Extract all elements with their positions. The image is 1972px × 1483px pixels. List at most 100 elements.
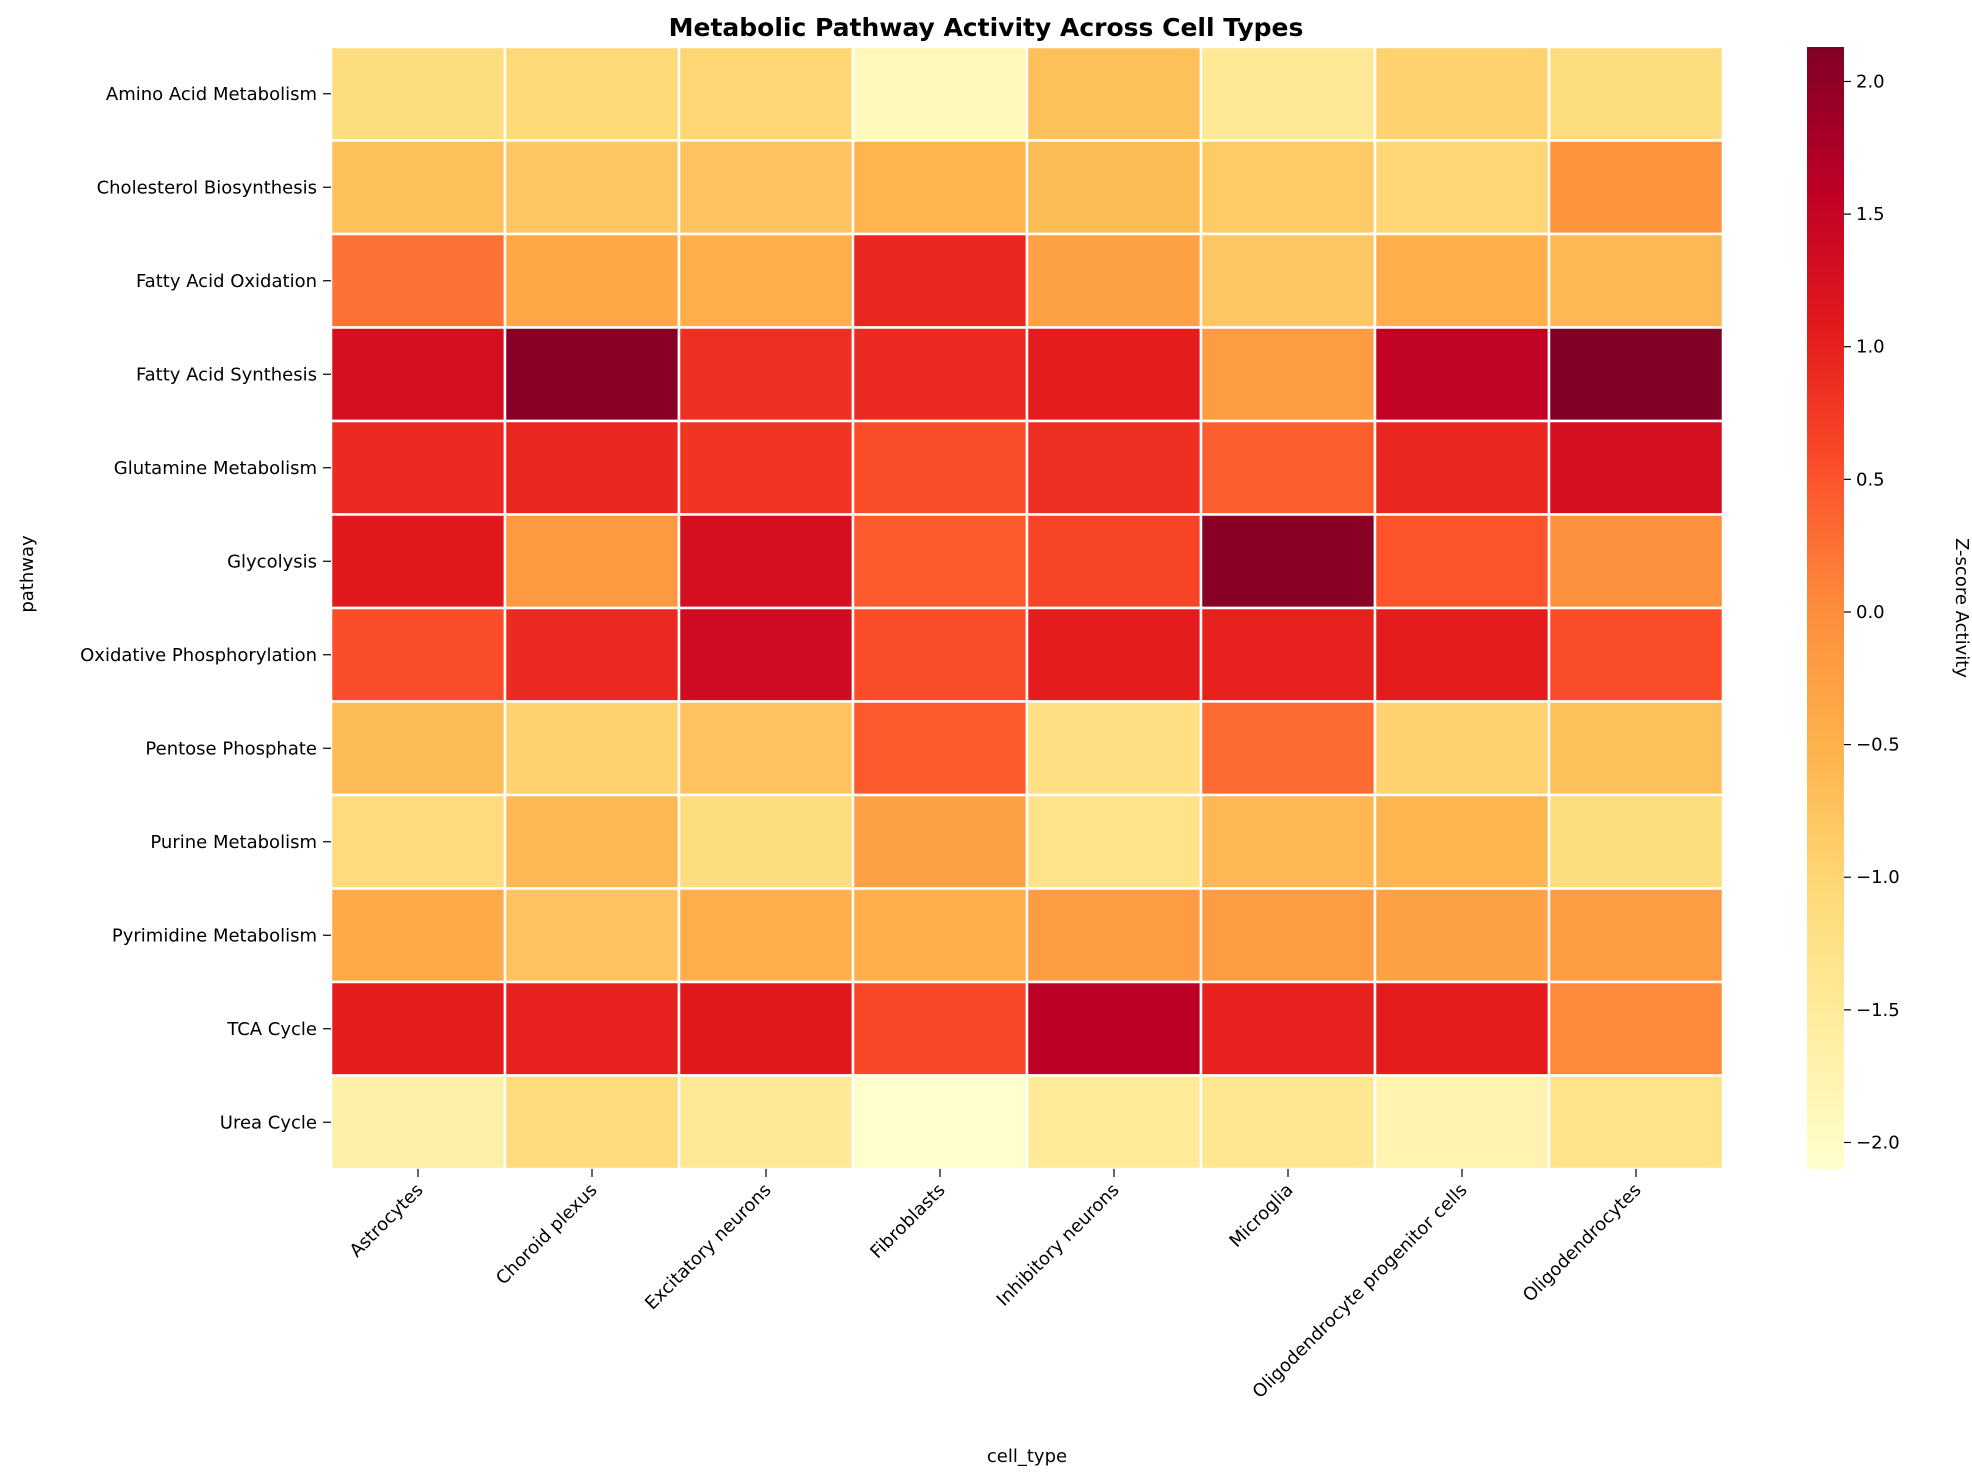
heatmap-cell xyxy=(1373,606,1551,703)
heatmap-cell xyxy=(1025,45,1203,142)
heatmap-cell xyxy=(1373,887,1551,984)
heatmap-cell xyxy=(1547,887,1725,984)
heatmap-cell xyxy=(1199,700,1377,797)
heatmap-cell xyxy=(1025,513,1203,610)
x-tick-label: Microglia xyxy=(1225,1180,1297,1252)
heatmap-cell xyxy=(1199,887,1377,984)
heatmap-cell xyxy=(1025,980,1203,1077)
y-axis-label: pathway xyxy=(17,535,38,613)
heatmap-cell xyxy=(1373,45,1551,142)
heatmap-cell xyxy=(1025,1074,1203,1171)
x-tick-labels: Astrocytes Choroid plexus Excitatory neuro… xyxy=(346,1169,1646,1403)
heatmap-cell xyxy=(1025,606,1203,703)
heatmap-cell xyxy=(677,139,855,236)
heatmap-cell xyxy=(1199,232,1377,329)
heatmap-cell xyxy=(329,419,507,516)
heatmap-cell xyxy=(1199,980,1377,1077)
heatmap-cell xyxy=(677,793,855,890)
heatmap-cells xyxy=(329,45,1725,1171)
colorbar-ticks: −2.0 −1.5 −1.0 −0.5 0.0 0.5 1.0 1.5 2.0 xyxy=(1844,71,1900,1153)
heatmap-cell xyxy=(329,700,507,797)
heatmap-cell xyxy=(329,45,507,142)
heatmap-cell xyxy=(1373,326,1551,423)
colorbar-tick-label: −0.5 xyxy=(1856,735,1900,756)
heatmap-cell xyxy=(851,139,1029,236)
y-tick-label: Glycolysis xyxy=(227,551,317,572)
heatmap-cell xyxy=(677,700,855,797)
y-tick-label: Urea Cycle xyxy=(220,1112,317,1133)
x-tick-label: Astrocytes xyxy=(346,1180,428,1262)
heatmap-cell xyxy=(1373,232,1551,329)
heatmap-cell xyxy=(329,887,507,984)
heatmap-cell xyxy=(1547,326,1725,423)
chart-title: Metabolic Pathway Activity Across Cell T… xyxy=(669,13,1304,42)
heatmap-cell xyxy=(329,513,507,610)
x-tick-label: Oligodendrocytes xyxy=(1519,1180,1646,1307)
heatmap-cell xyxy=(1199,513,1377,610)
heatmap-cell xyxy=(1547,606,1725,703)
heatmap-cell xyxy=(851,606,1029,703)
y-tick-label: Fatty Acid Synthesis xyxy=(136,364,317,385)
colorbar xyxy=(1807,47,1844,1169)
heatmap-cell xyxy=(329,1074,507,1171)
heatmap-cell xyxy=(677,1074,855,1171)
y-tick-label: Cholesterol Biosynthesis xyxy=(97,177,317,198)
heatmap-cell xyxy=(677,326,855,423)
heatmap-cell xyxy=(503,606,681,703)
heatmap-cell xyxy=(1373,1074,1551,1171)
x-tick-label: Excitatory neurons xyxy=(641,1180,776,1315)
y-tick-label: Purine Metabolism xyxy=(150,832,317,853)
y-tick-label: Amino Acid Metabolism xyxy=(106,84,317,105)
heatmap-cell xyxy=(1025,326,1203,423)
heatmap-cell xyxy=(1547,139,1725,236)
heatmap-cell xyxy=(329,793,507,890)
heatmap-cell xyxy=(503,793,681,890)
heatmap-cell xyxy=(1547,45,1725,142)
heatmap-cell xyxy=(1373,793,1551,890)
heatmap-cell xyxy=(851,793,1029,890)
heatmap-cell xyxy=(329,326,507,423)
heatmap-cell xyxy=(851,980,1029,1077)
heatmap-cell xyxy=(851,700,1029,797)
heatmap-cell xyxy=(503,139,681,236)
colorbar-tick-label: 2.0 xyxy=(1856,71,1885,92)
x-tick-label: Inhibitory neurons xyxy=(993,1180,1124,1311)
heatmap-cell xyxy=(1025,793,1203,890)
heatmap-cell xyxy=(1199,419,1377,516)
heatmap-cell xyxy=(1025,887,1203,984)
heatmap-cell xyxy=(503,887,681,984)
heatmap-cell xyxy=(1547,980,1725,1077)
colorbar-label: Z-score Activity xyxy=(1951,538,1972,678)
heatmap-cell xyxy=(1025,700,1203,797)
heatmap-cell xyxy=(851,513,1029,610)
heatmap-cell xyxy=(1025,419,1203,516)
heatmap-cell xyxy=(1547,793,1725,890)
x-axis-label: cell_type xyxy=(987,1446,1067,1467)
heatmap-cell xyxy=(1199,1074,1377,1171)
heatmap-cell xyxy=(1547,513,1725,610)
heatmap-cell xyxy=(851,887,1029,984)
heatmap-cell xyxy=(677,513,855,610)
x-tick-label: Fibroblasts xyxy=(866,1180,949,1263)
heatmap-cell xyxy=(677,45,855,142)
heatmap-cell xyxy=(851,45,1029,142)
heatmap-cell xyxy=(503,980,681,1077)
heatmap-cell xyxy=(677,980,855,1077)
x-tick-label: Choroid plexus xyxy=(492,1180,601,1289)
heatmap-cell xyxy=(1373,700,1551,797)
colorbar-tick-label: 0.0 xyxy=(1856,602,1885,623)
heatmap-cell xyxy=(1373,139,1551,236)
heatmap-cell xyxy=(677,887,855,984)
heatmap-cell xyxy=(851,419,1029,516)
heatmap-cell xyxy=(1547,700,1725,797)
heatmap-cell xyxy=(1373,419,1551,516)
y-tick-label: TCA Cycle xyxy=(226,1019,317,1040)
x-tick-label: Oligodendrocyte progenitor cells xyxy=(1249,1180,1472,1403)
heatmap-cell xyxy=(1199,326,1377,423)
heatmap-cell xyxy=(1547,419,1725,516)
heatmap-cell xyxy=(677,419,855,516)
heatmap-cell xyxy=(851,1074,1029,1171)
heatmap-cell xyxy=(503,326,681,423)
heatmap-cell xyxy=(1199,606,1377,703)
